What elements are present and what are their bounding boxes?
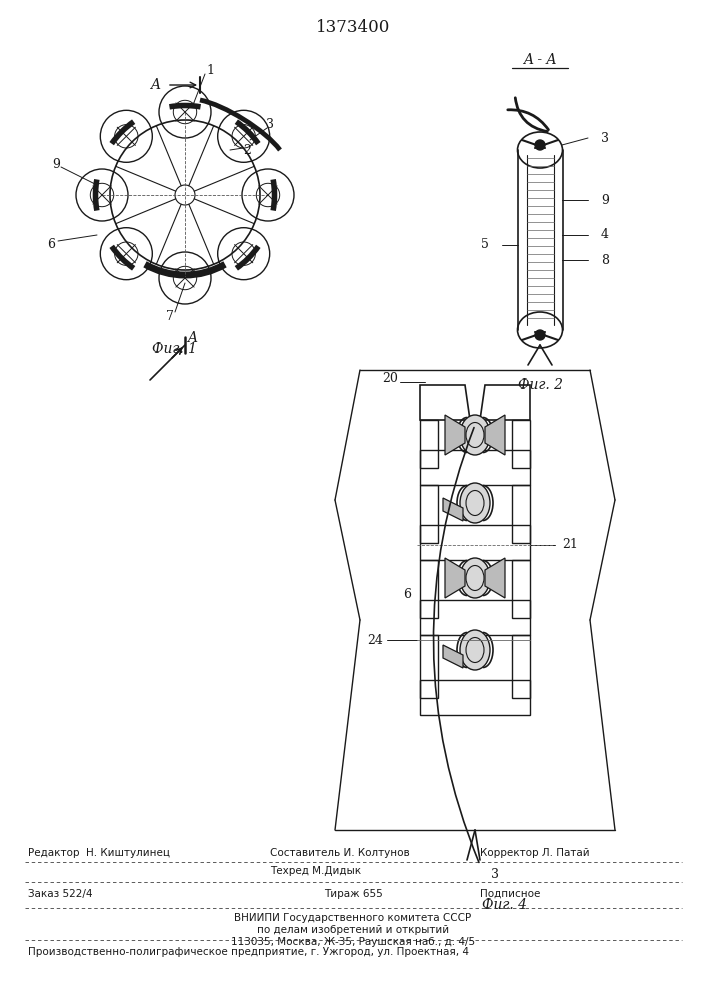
- Bar: [420, 485, 438, 542]
- Bar: [420, 450, 530, 485]
- Text: Фиг. 2: Фиг. 2: [518, 378, 563, 392]
- Text: 9: 9: [601, 194, 609, 207]
- Text: A - A: A - A: [523, 53, 556, 67]
- Text: 21: 21: [562, 538, 578, 552]
- Text: 113035, Москва, Ж-35, Раушская наб., д. 4/5: 113035, Москва, Ж-35, Раушская наб., д. …: [231, 937, 475, 947]
- Ellipse shape: [460, 415, 490, 455]
- Ellipse shape: [460, 558, 490, 598]
- Bar: [420, 525, 530, 560]
- Text: 7: 7: [166, 310, 174, 322]
- Ellipse shape: [460, 483, 490, 523]
- Text: Производственно-полиграфическое предприятие, г. Ужгород, ул. Проектная, 4: Производственно-полиграфическое предприя…: [28, 947, 469, 957]
- Text: 3: 3: [491, 868, 499, 882]
- Text: 6: 6: [403, 588, 411, 601]
- Text: 1: 1: [206, 64, 214, 77]
- Text: 9: 9: [52, 158, 60, 172]
- Text: Техред М.Дидык: Техред М.Дидык: [270, 866, 361, 876]
- Circle shape: [535, 330, 545, 340]
- Polygon shape: [445, 558, 465, 598]
- Text: Заказ 522/4: Заказ 522/4: [28, 889, 93, 899]
- Text: 4: 4: [601, 229, 609, 241]
- Text: Корректор Л. Патай: Корректор Л. Патай: [480, 848, 590, 858]
- Polygon shape: [485, 558, 505, 598]
- Text: Составитель И. Колтунов: Составитель И. Колтунов: [270, 848, 410, 858]
- Bar: [512, 560, 530, 617]
- Text: 5: 5: [481, 238, 489, 251]
- Polygon shape: [443, 498, 463, 521]
- Polygon shape: [485, 415, 505, 455]
- Bar: [420, 420, 438, 468]
- Polygon shape: [445, 415, 465, 455]
- Polygon shape: [443, 645, 463, 668]
- Text: Фиг. 4: Фиг. 4: [482, 898, 527, 912]
- Text: 20: 20: [382, 371, 398, 384]
- Circle shape: [535, 140, 545, 150]
- Text: Тираж 655: Тираж 655: [324, 889, 382, 899]
- Text: A: A: [187, 331, 197, 345]
- Bar: [420, 560, 438, 617]
- Text: 3: 3: [266, 118, 274, 131]
- Text: Редактор  Н. Киштулинец: Редактор Н. Киштулинец: [28, 848, 170, 858]
- Bar: [420, 600, 530, 635]
- Bar: [420, 635, 438, 698]
- Text: 6: 6: [47, 238, 55, 251]
- Text: A: A: [150, 78, 160, 92]
- Bar: [512, 420, 530, 468]
- Text: по делам изобретений и открытий: по делам изобретений и открытий: [257, 925, 449, 935]
- Bar: [420, 680, 530, 715]
- Text: 2: 2: [243, 143, 251, 156]
- Text: Подписное: Подписное: [480, 889, 540, 899]
- Ellipse shape: [460, 630, 490, 670]
- Text: Фиг. 1: Фиг. 1: [153, 342, 197, 356]
- Text: ВНИИПИ Государственного комитета СССР: ВНИИПИ Государственного комитета СССР: [235, 913, 472, 923]
- Text: 1373400: 1373400: [316, 19, 390, 36]
- Text: 8: 8: [601, 253, 609, 266]
- Text: 3: 3: [601, 131, 609, 144]
- Bar: [512, 635, 530, 698]
- Text: 24: 24: [367, 634, 383, 647]
- Bar: [512, 485, 530, 542]
